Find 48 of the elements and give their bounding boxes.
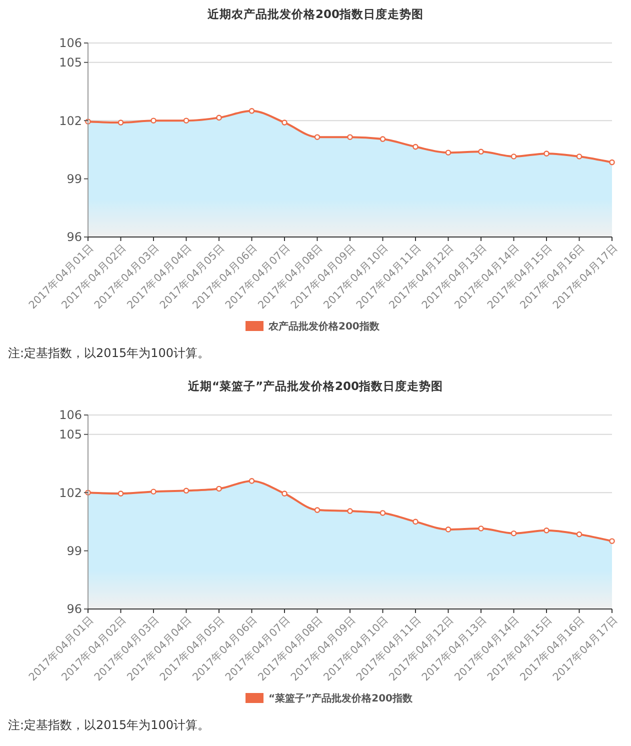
y-tick-label: 106: [59, 408, 82, 422]
chart-title: 近期“菜篮子”产品批发价格200指数日度走势图: [186, 379, 444, 393]
point: [510, 530, 517, 536]
point: [478, 148, 484, 155]
point: [576, 154, 582, 160]
y-tick-label: 102: [59, 486, 82, 500]
text: 注:定基指数，以2015年为100计算。: [8, 346, 210, 360]
point: [248, 108, 255, 114]
point: [380, 510, 386, 516]
y-tick-label: 106: [59, 36, 82, 50]
point: [118, 490, 124, 496]
point: [445, 526, 452, 532]
point: [314, 134, 320, 140]
point: [347, 134, 353, 140]
y-tick-label: 99: [66, 172, 82, 186]
point: [576, 531, 582, 538]
y-tick-label: 96: [66, 230, 82, 244]
text: 注:定基指数，以2015年为100计算。: [8, 718, 210, 732]
point: [150, 118, 156, 124]
point: [118, 120, 124, 126]
legend-label: 农产品批发价格200指数: [268, 320, 380, 332]
point: [347, 508, 353, 514]
point: [380, 136, 386, 142]
point: [282, 120, 288, 126]
point: [544, 150, 550, 156]
point: [183, 488, 190, 494]
point: [412, 518, 418, 525]
point: [150, 488, 156, 495]
point: [609, 159, 615, 166]
legend-label: “菜篮子”产品批发价格200指数: [268, 692, 414, 704]
y-tick-label: 102: [59, 114, 82, 128]
point: [216, 486, 222, 492]
point: [510, 154, 517, 160]
point: [544, 528, 550, 534]
point: [478, 526, 484, 532]
point: [314, 507, 320, 513]
y-tick-label: 105: [59, 428, 82, 442]
point: [445, 150, 452, 156]
point: [412, 144, 418, 150]
point: [216, 114, 222, 121]
chart-title: 近期农产品批发价格200指数日度走势图: [206, 7, 424, 21]
y-tick-label: 105: [59, 56, 82, 70]
y-tick-label: 99: [66, 544, 82, 558]
point: [282, 490, 288, 496]
point: [609, 538, 615, 544]
y-tick-label: 96: [66, 602, 82, 616]
point: [183, 118, 190, 124]
point: [248, 478, 255, 484]
